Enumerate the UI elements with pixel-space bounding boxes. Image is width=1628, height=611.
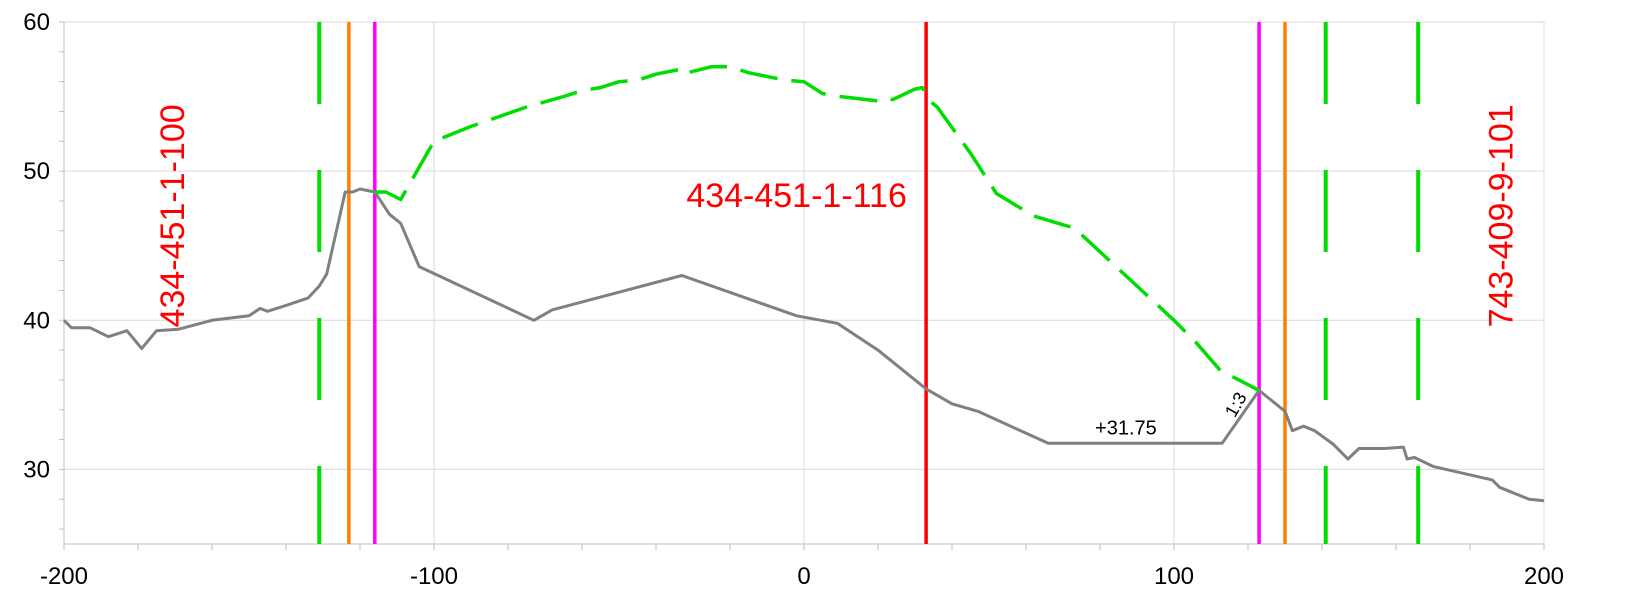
grid-layer — [64, 21, 1545, 544]
x-tick-label: 200 — [1524, 563, 1564, 590]
proposed-profile-line — [374, 64, 1260, 392]
x-tick-label: -100 — [410, 563, 458, 590]
reference-lines — [317, 22, 1421, 544]
parcel-label: 434-451-1-100 — [154, 104, 192, 327]
y-tick-label: 30 — [23, 456, 50, 483]
y-tick-label: 40 — [23, 307, 50, 334]
series-layer — [62, 64, 1545, 503]
profile-annotation: 1:3 — [1221, 389, 1251, 421]
x-tick-label: 100 — [1154, 563, 1194, 590]
parcel-label: 743-409-9-101 — [1482, 104, 1520, 327]
annotation-layer: 434-451-1-100 434-451-1-116 743-409-9-101 +… — [154, 104, 1520, 439]
x-tick-label: -200 — [40, 563, 88, 590]
y-tick-label: 60 — [23, 9, 50, 36]
profile-annotation: +31.75 — [1095, 417, 1157, 439]
parcel-label: 434-451-1-116 — [686, 177, 907, 215]
ground-profile-line — [62, 187, 1545, 503]
x-tick-label: 0 — [797, 563, 810, 590]
axis-layer: -200 -100 0 100 200 30 40 50 60 — [23, 9, 1564, 590]
y-tick-label: 50 — [23, 158, 50, 185]
